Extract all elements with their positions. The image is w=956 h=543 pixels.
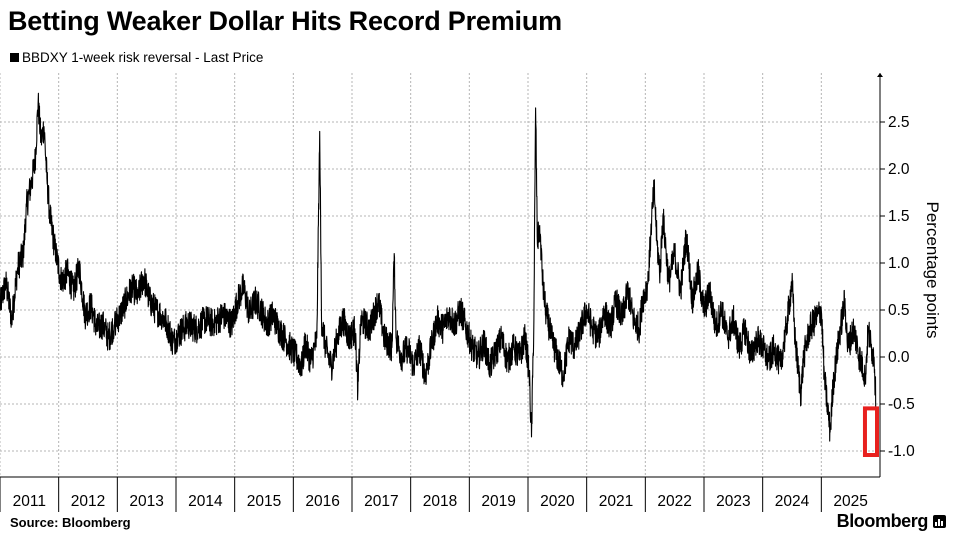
x-tick-label: 2023 xyxy=(716,493,750,510)
x-tick-label: 2015 xyxy=(247,493,281,510)
y-axis-label: Percentage points xyxy=(923,201,942,338)
x-tick-label: 2024 xyxy=(775,493,810,510)
highlight-box xyxy=(862,406,880,457)
y-tick-label: 0.5 xyxy=(888,302,910,319)
brand-logo: Bloomberg xyxy=(837,511,946,532)
legend-swatch xyxy=(10,53,19,62)
y-tick-label: 1.0 xyxy=(888,255,910,272)
y-tick-label: 0.0 xyxy=(888,349,910,366)
x-tick-label: 2018 xyxy=(423,493,457,510)
x-tick-label: 2012 xyxy=(71,493,105,510)
x-tick-label: 2022 xyxy=(657,493,691,510)
series-layer xyxy=(0,92,880,457)
legend: BBDXY 1-week risk reversal - Last Price xyxy=(10,50,263,65)
x-tick-label: 2020 xyxy=(540,493,575,510)
x-tick-label: 2016 xyxy=(305,493,339,510)
grid xyxy=(0,73,880,477)
x-tick-label: 2011 xyxy=(13,493,46,510)
y-tick-label: 1.5 xyxy=(888,208,910,225)
tick-labels: 2.5 2.0 1.5 1.0 0.5 0.0 -0.5 -1.0 2011 2012 2013 20… xyxy=(13,114,915,510)
series-line-bbdxy-risk-reversal xyxy=(0,92,878,442)
x-tick-label: 2025 xyxy=(833,493,867,510)
bar-chart-icon xyxy=(933,515,946,528)
x-tick-label: 2019 xyxy=(481,493,515,510)
chart-title: Betting Weaker Dollar Hits Record Premiu… xyxy=(8,6,562,36)
legend-label: BBDXY 1-week risk reversal - Last Price xyxy=(22,50,264,65)
y-tick-label: -1.0 xyxy=(888,443,915,460)
x-tick-label: 2021 xyxy=(599,493,633,510)
y-tick-label: 2.0 xyxy=(888,161,910,178)
y-axis-arrow xyxy=(877,73,883,77)
axes xyxy=(0,73,885,512)
x-tick-label: 2017 xyxy=(364,493,398,510)
brand-name: Bloomberg xyxy=(836,511,929,531)
y-tick-label: 2.5 xyxy=(888,114,910,131)
x-tick-label: 2014 xyxy=(188,493,223,510)
y-tick-label: -0.5 xyxy=(888,396,915,413)
source-note: Source: Bloomberg xyxy=(10,515,131,530)
x-tick-label: 2013 xyxy=(129,493,163,510)
